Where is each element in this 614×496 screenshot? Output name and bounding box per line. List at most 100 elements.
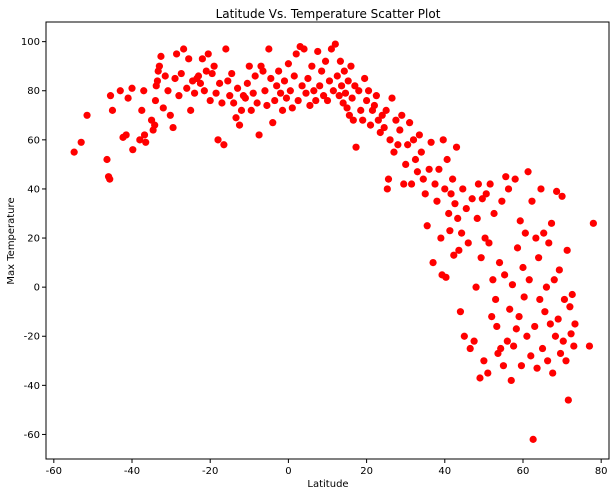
scatter-point	[308, 62, 316, 70]
scatter-point	[235, 121, 244, 129]
scatter-point	[564, 396, 572, 404]
scatter-point	[153, 77, 162, 85]
scatter-point	[523, 332, 531, 340]
scatter-point	[451, 200, 459, 208]
scatter-point	[511, 175, 519, 183]
scatter-point	[415, 131, 423, 139]
scatter-point	[382, 106, 390, 114]
scatter-point	[462, 204, 470, 213]
scatter-point	[563, 246, 571, 254]
scatter-point	[458, 229, 466, 237]
x-axis-label: Latitude	[307, 479, 348, 490]
scatter-point	[503, 337, 511, 345]
x-tick-label: 20	[360, 466, 373, 477]
scatter-point	[206, 96, 214, 105]
x-tick-label: -60	[46, 466, 62, 477]
scatter-point	[204, 50, 212, 58]
scatter-point	[472, 283, 480, 291]
scatter-point	[230, 99, 238, 107]
scatter-point	[325, 77, 334, 85]
scatter-point	[481, 234, 489, 242]
y-tick-label: 100	[21, 37, 40, 48]
scatter-point	[535, 254, 543, 262]
scatter-point	[202, 67, 210, 75]
scatter-point	[473, 214, 481, 223]
scatter-point	[466, 344, 474, 353]
scatter-point	[480, 357, 488, 365]
scatter-point	[276, 89, 285, 97]
scatter-point	[183, 84, 191, 92]
scatter-point	[515, 313, 523, 321]
scatter-point	[571, 320, 579, 328]
scatter-point	[508, 281, 517, 289]
scatter-point	[556, 349, 565, 358]
scatter-point	[545, 239, 553, 247]
scatter-point	[185, 55, 193, 63]
scatter-point	[341, 89, 350, 97]
scatter-point	[431, 180, 439, 188]
y-axis-label: Max Temperature	[6, 197, 17, 284]
scatter-point	[406, 119, 414, 127]
scatter-point	[519, 263, 527, 272]
scatter-point	[284, 60, 293, 68]
scatter-point	[504, 185, 513, 193]
scatter-point	[456, 308, 465, 316]
scatter-point	[468, 195, 476, 203]
scatter-point	[280, 77, 289, 85]
scatter-point	[271, 96, 279, 105]
scatter-point	[383, 185, 391, 193]
scatter-point	[527, 352, 535, 360]
scatter-point	[392, 116, 400, 124]
scatter-point	[551, 332, 560, 340]
scatter-point	[498, 197, 506, 205]
scatter-point	[536, 295, 544, 304]
x-tick-label: 80	[595, 466, 608, 477]
scatter-point	[349, 116, 357, 124]
scatter-point	[333, 72, 341, 80]
scatter-point	[292, 50, 300, 58]
scatter-point	[376, 128, 384, 137]
scatter-point	[482, 190, 490, 198]
scatter-point	[215, 79, 224, 87]
scatter-point	[312, 96, 320, 105]
scatter-point	[489, 276, 497, 284]
scatter-point	[302, 89, 310, 97]
scatter-point	[218, 99, 226, 107]
scatter-point	[537, 185, 545, 193]
scatter-point	[567, 330, 575, 338]
y-tick-label: -60	[24, 430, 40, 441]
scatter-point	[214, 136, 222, 144]
scatter-point	[589, 219, 597, 227]
scatter-point	[531, 322, 539, 331]
scatter-point	[362, 96, 371, 105]
scatter-point	[529, 435, 537, 443]
scatter-point	[542, 283, 551, 291]
scatter-point	[562, 357, 570, 365]
scatter-point	[321, 57, 330, 65]
chart-title: Latitude Vs. Temperature Scatter Plot	[216, 7, 441, 21]
scatter-point	[497, 344, 505, 353]
scatter-point	[157, 52, 165, 60]
scatter-point	[151, 121, 159, 129]
scatter-point	[477, 254, 485, 262]
x-tick-label: 0	[285, 466, 291, 477]
scatter-point	[171, 74, 179, 83]
scatter-point	[374, 116, 382, 124]
scatter-point	[212, 89, 220, 97]
scatter-point	[180, 45, 188, 53]
scatter-point	[265, 45, 273, 53]
scatter-point	[384, 175, 393, 183]
scatter-point	[516, 217, 524, 225]
scatter-point	[222, 45, 230, 53]
scatter-point	[512, 325, 520, 333]
scatter-point	[357, 106, 365, 114]
scatter-point	[560, 295, 569, 304]
scatter-point	[336, 57, 345, 65]
scatter-point	[343, 104, 351, 112]
scatter-point	[517, 362, 526, 370]
scatter-point	[166, 111, 174, 119]
y-tick-label: 80	[27, 86, 40, 97]
scatter-point	[541, 308, 549, 316]
scatter-point	[151, 96, 160, 105]
